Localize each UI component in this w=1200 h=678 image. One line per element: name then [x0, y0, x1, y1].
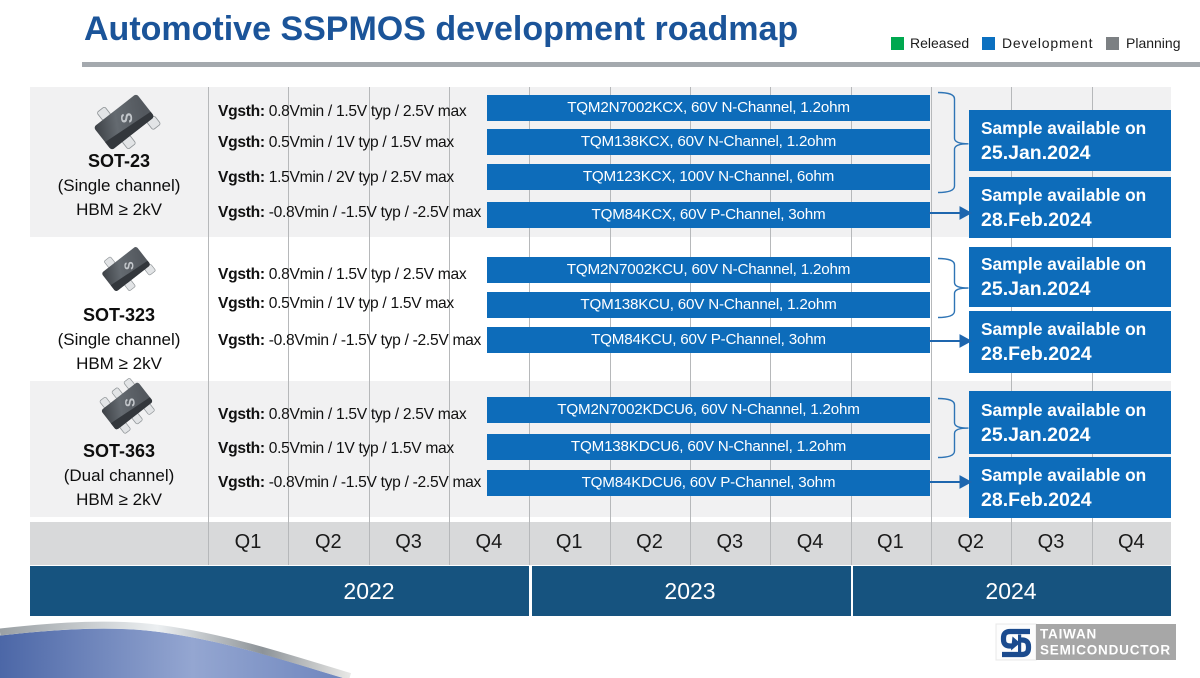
svg-text:S: S [119, 112, 137, 123]
svg-text:S: S [121, 261, 136, 270]
svg-text:S: S [122, 398, 137, 408]
svg-text:TAIWAN: TAIWAN [1040, 627, 1097, 642]
svg-text:SEMICONDUCTOR: SEMICONDUCTOR [1040, 643, 1171, 658]
